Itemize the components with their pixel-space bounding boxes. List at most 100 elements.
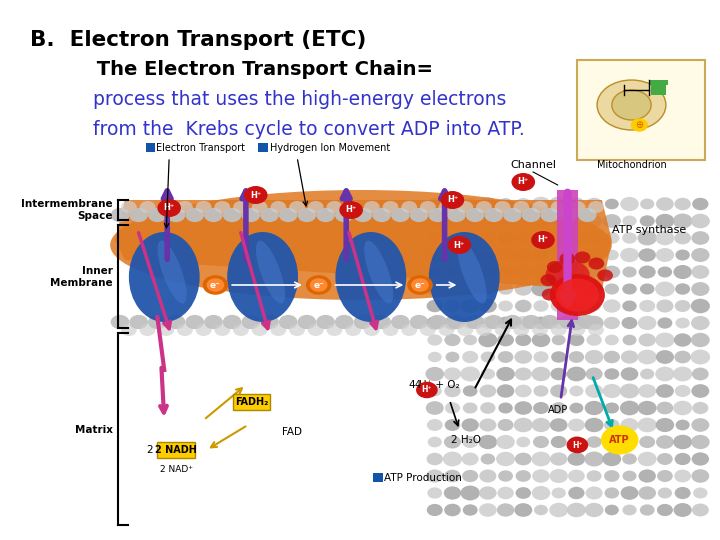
Circle shape bbox=[480, 283, 495, 295]
Circle shape bbox=[444, 214, 461, 227]
Circle shape bbox=[547, 261, 562, 273]
Circle shape bbox=[408, 275, 433, 295]
Circle shape bbox=[479, 435, 498, 449]
Circle shape bbox=[639, 487, 656, 500]
Text: e⁻: e⁻ bbox=[415, 280, 426, 289]
Text: ⊕: ⊕ bbox=[635, 120, 644, 130]
Text: Mitochondrion: Mitochondrion bbox=[597, 160, 666, 170]
Text: Channel: Channel bbox=[510, 160, 556, 170]
Circle shape bbox=[622, 232, 637, 244]
Circle shape bbox=[420, 201, 436, 213]
Circle shape bbox=[552, 249, 566, 260]
Circle shape bbox=[603, 452, 621, 466]
Circle shape bbox=[428, 352, 441, 362]
Circle shape bbox=[463, 386, 477, 396]
Circle shape bbox=[549, 282, 568, 296]
Circle shape bbox=[605, 437, 618, 447]
Circle shape bbox=[556, 279, 599, 312]
Circle shape bbox=[476, 201, 492, 213]
Circle shape bbox=[480, 266, 496, 279]
Circle shape bbox=[514, 265, 533, 279]
Circle shape bbox=[498, 266, 513, 278]
Text: ATP synthase: ATP synthase bbox=[612, 225, 686, 235]
Circle shape bbox=[568, 487, 585, 499]
Circle shape bbox=[691, 384, 709, 398]
Circle shape bbox=[479, 487, 497, 500]
Circle shape bbox=[461, 485, 480, 501]
Circle shape bbox=[121, 201, 137, 213]
Circle shape bbox=[605, 488, 619, 498]
Circle shape bbox=[657, 300, 673, 313]
Polygon shape bbox=[115, 200, 612, 290]
Circle shape bbox=[656, 197, 674, 211]
Circle shape bbox=[516, 215, 531, 226]
Text: Hydrogen Ion Movement: Hydrogen Ion Movement bbox=[269, 143, 390, 153]
Circle shape bbox=[428, 487, 442, 498]
Circle shape bbox=[604, 232, 619, 244]
Circle shape bbox=[691, 469, 709, 483]
Circle shape bbox=[578, 208, 597, 222]
Circle shape bbox=[511, 173, 535, 191]
Circle shape bbox=[578, 315, 597, 329]
Circle shape bbox=[550, 231, 567, 245]
Circle shape bbox=[549, 469, 568, 483]
Circle shape bbox=[551, 300, 567, 312]
Circle shape bbox=[485, 315, 503, 329]
Text: H⁺: H⁺ bbox=[346, 206, 357, 214]
Circle shape bbox=[289, 201, 305, 213]
Circle shape bbox=[675, 318, 690, 328]
Bar bbox=[158, 442, 194, 458]
Circle shape bbox=[656, 350, 674, 364]
Circle shape bbox=[410, 208, 428, 222]
FancyBboxPatch shape bbox=[577, 60, 706, 160]
Circle shape bbox=[346, 324, 361, 336]
Circle shape bbox=[531, 486, 550, 500]
Circle shape bbox=[140, 324, 156, 336]
Circle shape bbox=[541, 274, 556, 286]
Circle shape bbox=[426, 469, 444, 483]
Circle shape bbox=[297, 208, 316, 222]
Circle shape bbox=[233, 201, 249, 213]
Circle shape bbox=[463, 215, 477, 226]
Circle shape bbox=[675, 487, 690, 499]
Circle shape bbox=[673, 435, 692, 449]
Circle shape bbox=[570, 201, 585, 213]
Circle shape bbox=[463, 402, 477, 414]
Circle shape bbox=[516, 334, 531, 346]
Circle shape bbox=[401, 324, 417, 336]
Circle shape bbox=[692, 453, 709, 465]
Circle shape bbox=[158, 201, 174, 213]
Circle shape bbox=[534, 351, 549, 363]
Circle shape bbox=[690, 299, 710, 313]
Circle shape bbox=[426, 401, 444, 415]
Circle shape bbox=[260, 208, 279, 222]
Circle shape bbox=[585, 282, 603, 296]
Text: Matrix: Matrix bbox=[75, 425, 113, 435]
Circle shape bbox=[569, 351, 584, 363]
Circle shape bbox=[427, 504, 443, 516]
Circle shape bbox=[222, 208, 241, 222]
Circle shape bbox=[567, 367, 586, 381]
Circle shape bbox=[444, 282, 461, 295]
Circle shape bbox=[637, 349, 657, 364]
Circle shape bbox=[559, 315, 578, 329]
Circle shape bbox=[462, 266, 478, 278]
Text: Inner
Membrane: Inner Membrane bbox=[50, 266, 113, 288]
Bar bbox=[649, 80, 668, 85]
Circle shape bbox=[551, 351, 566, 363]
Circle shape bbox=[428, 334, 442, 346]
Circle shape bbox=[479, 503, 497, 517]
Circle shape bbox=[604, 470, 619, 482]
Text: FAD: FAD bbox=[282, 427, 302, 437]
Circle shape bbox=[693, 488, 708, 498]
Circle shape bbox=[559, 253, 575, 265]
Circle shape bbox=[622, 215, 636, 226]
Circle shape bbox=[620, 248, 639, 262]
Circle shape bbox=[479, 299, 497, 313]
Text: ADP: ADP bbox=[548, 405, 568, 415]
Circle shape bbox=[222, 315, 241, 329]
Circle shape bbox=[480, 418, 496, 431]
Circle shape bbox=[655, 214, 675, 228]
Circle shape bbox=[621, 367, 639, 381]
Circle shape bbox=[480, 249, 495, 261]
